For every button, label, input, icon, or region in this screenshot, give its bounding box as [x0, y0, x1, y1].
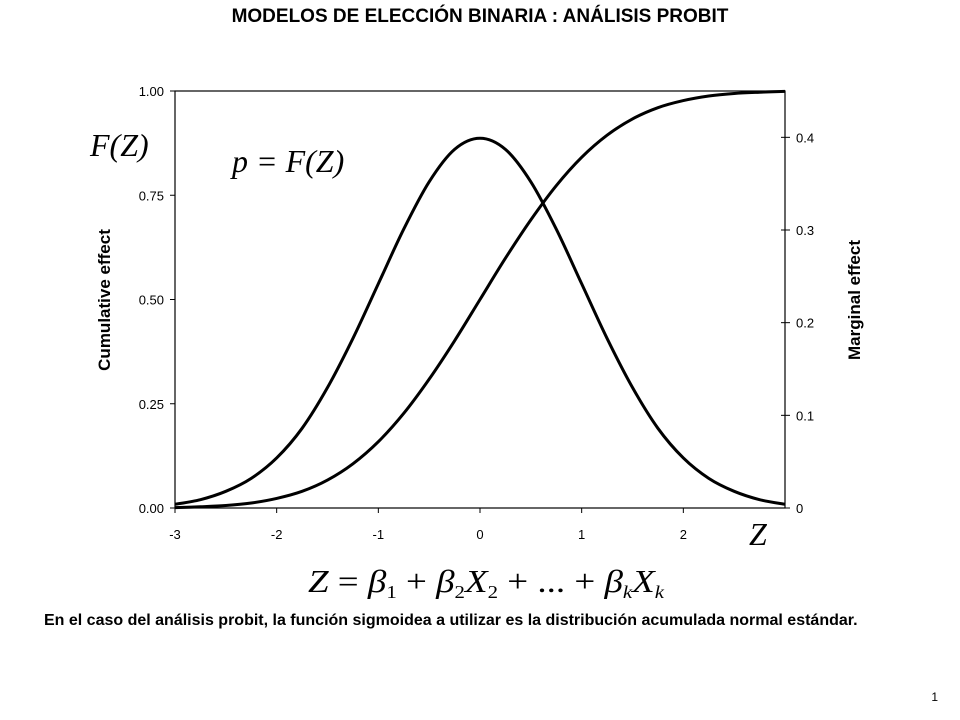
x-tick-label: -3: [169, 527, 181, 542]
y-tick-label: 0.75: [139, 188, 164, 203]
x-tick-label: -2: [271, 527, 283, 542]
y-tick-label: 0.50: [139, 293, 164, 308]
slide-title: MODELOS DE ELECCIÓN BINARIA : ANÁLISIS P…: [231, 6, 729, 27]
x-axis-label-z: Z: [749, 516, 768, 552]
caption-text: En el caso del análisis probit, la funci…: [44, 612, 858, 629]
x-tick-label: 2: [680, 527, 687, 542]
cumulative-effect-curve: [174, 89, 786, 510]
x-axis-ticks: -3 -2 -1 0 1 2: [169, 508, 687, 542]
y-tick-label: 1.00: [139, 84, 164, 99]
p-equals-fz-equation: p = F(Z): [230, 143, 344, 179]
y-tick-label: 0.25: [139, 397, 164, 412]
y-axis-title: Cumulative effect: [95, 229, 114, 371]
y2-axis-ticks: 0 0.1 0.2 0.3 0.4: [781, 130, 814, 516]
y2-axis-title: Marginal effect: [845, 240, 864, 360]
y2-tick-label: 0.4: [796, 130, 814, 145]
y2-tick-label: 0.2: [796, 316, 814, 331]
y-axis-ticks: 0.00 0.25 0.50 0.75 1.00: [139, 84, 175, 516]
y-tick-label: 0.00: [139, 501, 164, 516]
y2-tick-label: 0.1: [796, 408, 814, 423]
x-tick-label: 1: [578, 527, 585, 542]
y2-tick-label: 0.3: [796, 223, 814, 238]
y-axis-label-fz: F(Z): [89, 127, 149, 163]
page-number: 1: [931, 690, 938, 704]
y2-tick-label: 0: [796, 501, 803, 516]
x-tick-label: 0: [476, 527, 483, 542]
curves: [174, 89, 786, 510]
marginal-effect-curve: [174, 136, 786, 506]
x-tick-label: -1: [373, 527, 385, 542]
